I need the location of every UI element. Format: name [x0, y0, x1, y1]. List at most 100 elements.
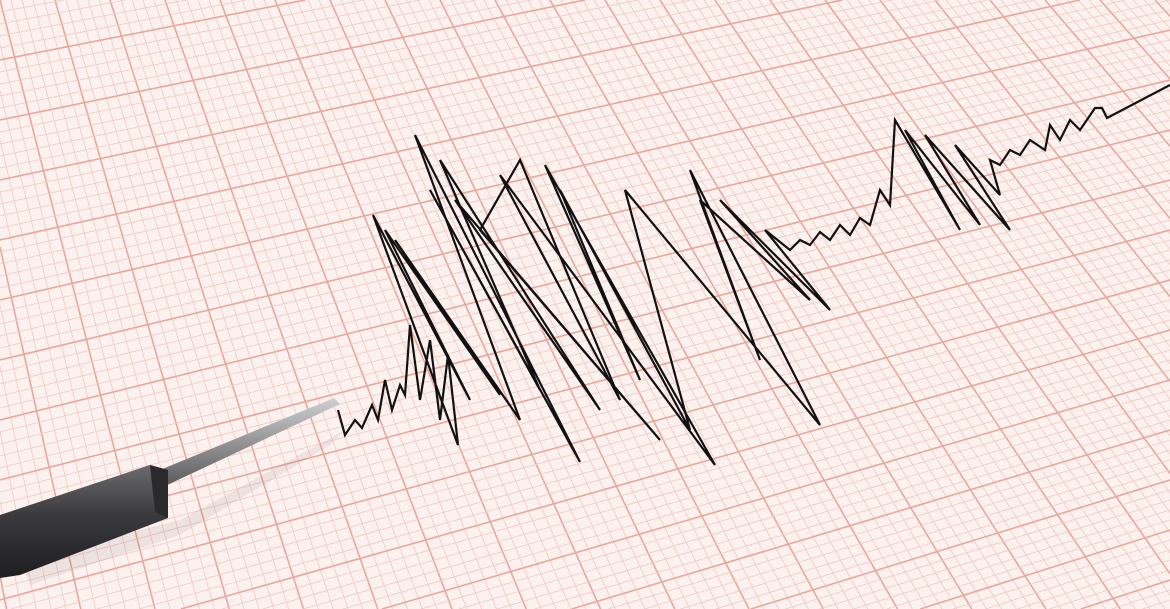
grid-line-minor — [0, 0, 477, 97]
grid-line-minor — [615, 0, 987, 609]
grid-line-minor — [0, 19, 1170, 289]
grid-line-major — [659, 0, 1047, 609]
grid-line-minor — [1033, 0, 1170, 161]
grid-line-minor — [0, 0, 1126, 253]
grid-line-minor — [0, 0, 1170, 265]
grid-line-minor — [197, 0, 423, 609]
grid-line-minor — [263, 0, 512, 609]
grid-line-major — [274, 0, 527, 609]
grid-line-minor — [459, 399, 1170, 609]
grid-line-minor — [626, 0, 1002, 609]
grid-line-minor — [54, 299, 1170, 609]
stylus-needle — [160, 398, 340, 486]
grid-line-minor — [0, 259, 1170, 577]
grid-line-minor — [0, 269, 1170, 589]
grid-line-minor — [644, 449, 1170, 609]
grid-line-major — [769, 0, 1170, 575]
grid-line-minor — [1011, 0, 1170, 190]
grid-line-major — [989, 0, 1170, 220]
grid-line-minor — [0, 189, 1170, 493]
grid-line-minor — [538, 0, 883, 609]
grid-line-minor — [505, 0, 839, 609]
grid-line-minor — [241, 0, 483, 609]
grid-line-minor — [681, 0, 1077, 609]
grid-line-minor — [461, 0, 780, 609]
grid-line-minor — [262, 349, 1170, 609]
grid-line-minor — [886, 519, 1170, 609]
grid-line-minor — [0, 0, 793, 169]
grid-line-major — [0, 0, 306, 61]
grid-line-minor — [0, 39, 1170, 313]
grid-line-minor — [853, 509, 1170, 609]
grid-line-minor — [648, 0, 1032, 609]
grid-line-minor — [0, 49, 1170, 325]
grid-line-minor — [342, 369, 1170, 609]
grid-line-minor — [952, 539, 1170, 609]
grid-line-minor — [1142, 599, 1170, 609]
grid-line-minor — [0, 0, 988, 217]
grid-line-minor — [98, 0, 290, 609]
grid-line-minor — [608, 439, 1170, 609]
grid-line-minor — [0, 69, 1170, 349]
grid-line-minor — [208, 0, 438, 609]
grid-line-minor — [978, 0, 1170, 234]
grid-line-major — [919, 529, 1170, 609]
grid-line-minor — [0, 159, 1170, 457]
grid-line-major — [54, 0, 231, 609]
grid-line-minor — [153, 0, 364, 609]
grid-line-minor — [0, 239, 1170, 553]
grid-line-major — [384, 0, 676, 609]
grid-line-minor — [0, 0, 364, 73]
grid-line-minor — [483, 0, 809, 609]
grid-line-major — [879, 0, 1170, 382]
grid-line-major — [750, 479, 1170, 609]
grid-line-minor — [96, 309, 1170, 609]
grid-line-major — [0, 29, 1170, 301]
seismograph-stylus-icon — [0, 398, 340, 578]
grid-line-minor — [0, 0, 940, 205]
grid-line-major — [824, 0, 1170, 474]
grid-line-minor — [186, 0, 408, 609]
grid-line-major — [0, 279, 1170, 601]
grid-line-minor — [32, 0, 200, 609]
grid-line-minor — [0, 0, 691, 145]
grid-line-minor — [0, 0, 639, 133]
grid-line-minor — [221, 339, 1170, 609]
grid-line-major — [714, 0, 1121, 609]
stylus-body — [0, 465, 168, 578]
grid-line-minor — [945, 0, 1170, 281]
grid-line-minor — [670, 0, 1062, 609]
grid-line-minor — [819, 499, 1170, 609]
grid-line-minor — [142, 0, 349, 609]
grid-line-minor — [0, 59, 1170, 337]
grid-line-minor — [0, 89, 1170, 373]
grid-line-minor — [0, 149, 1170, 445]
grid-line-minor — [0, 366, 52, 609]
grid-line-minor — [0, 99, 1170, 385]
grid-line-minor — [302, 359, 1170, 609]
grid-line-major — [1080, 579, 1170, 609]
grid-line-minor — [65, 0, 245, 609]
grid-line-minor — [715, 469, 1170, 609]
grid-line-minor — [139, 319, 1170, 609]
grid-line-minor — [230, 0, 468, 609]
grid-line-minor — [802, 0, 1170, 513]
grid-line-minor — [785, 489, 1170, 609]
grid-line-major — [0, 179, 1170, 481]
grid-line-minor — [10, 289, 1170, 609]
grid-line-minor — [747, 0, 1166, 609]
grid-line-minor — [582, 0, 943, 609]
grid-line-major — [934, 0, 1170, 298]
grid-line-major — [180, 329, 1170, 609]
grid-line-minor — [0, 0, 892, 193]
grid-line-minor — [703, 0, 1106, 609]
grid-line-minor — [571, 0, 928, 609]
grid-line-major — [0, 0, 843, 181]
grid-line-major — [439, 0, 750, 609]
grid-line-minor — [0, 0, 64, 13]
grid-line-minor — [1000, 0, 1170, 204]
grid-line-minor — [175, 0, 393, 609]
grid-line-minor — [0, 0, 743, 157]
